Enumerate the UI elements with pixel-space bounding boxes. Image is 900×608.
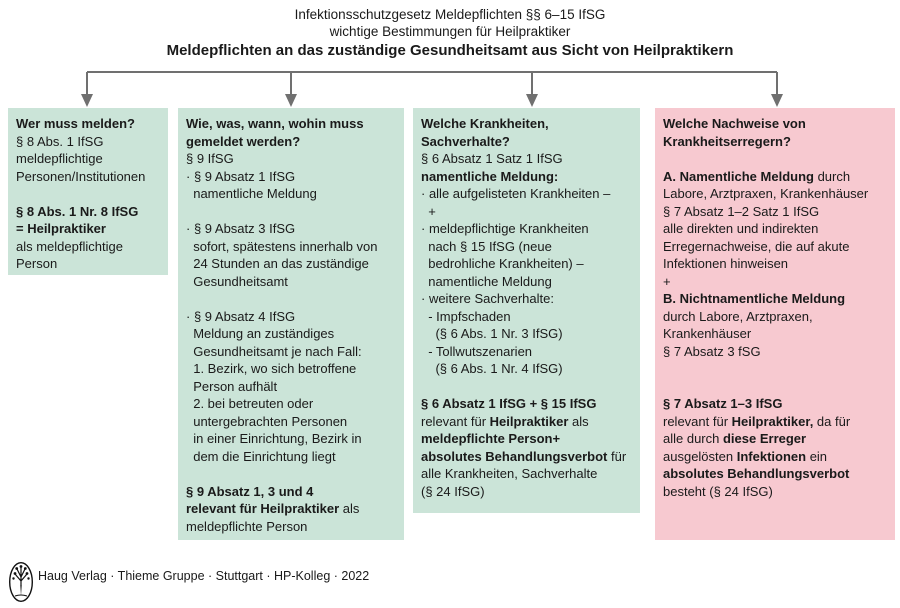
text-line: absolutes Behandlungsverbot für xyxy=(421,448,627,464)
text-line xyxy=(663,360,887,378)
page-title-line1: Infektionsschutzgesetz Meldepflichten §§… xyxy=(294,7,606,22)
text-line: · meldepflichtige Krankheiten xyxy=(421,221,589,236)
text-line: Person xyxy=(16,256,58,271)
text-line: relevant für Heilpraktiker als xyxy=(186,501,360,516)
text-line: · § 9 Absatz 3 IfSG xyxy=(186,221,296,236)
text-line: untergebrachten Personen xyxy=(186,413,348,429)
text-line: dem die Einrichtung liegt xyxy=(186,448,336,464)
text-line: als meldepflichtige xyxy=(16,238,123,254)
text-line: Gesundheitsamt xyxy=(186,273,288,289)
text-line: Krankenhäuser xyxy=(663,326,752,341)
text-line: meldepflichte Person+ xyxy=(421,431,561,446)
text-line: 1. Bezirk, wo sich betroffene xyxy=(186,361,357,376)
text-line: A. Namentliche Meldung durch xyxy=(663,168,851,184)
text-line: § 7 Absatz 3 fSG xyxy=(663,343,761,359)
text-line: Welche Nachweise von xyxy=(663,116,806,131)
text-line: § 8 Abs. 1 Nr. 8 IfSG xyxy=(16,203,139,219)
text-line: alle durch diese Erreger xyxy=(663,431,807,446)
publisher-credit: Haug Verlag · Thieme Gruppe · Stuttgart … xyxy=(38,569,370,583)
text-line: bedrohliche Krankheiten) – xyxy=(421,256,584,271)
text-line: in einer Einrichtung, Bezirk in xyxy=(186,431,362,446)
text-line: + xyxy=(663,273,671,289)
arrowhead-icon xyxy=(285,94,297,107)
box-wie-was-wann-wohin: Wie, was, wann, wohin muss gemeldet werde… xyxy=(178,108,404,540)
text-line: meldepflichtige xyxy=(16,151,103,166)
text-line: Wie, was, wann, wohin muss xyxy=(186,116,364,131)
text-line: Personen/Institutionen xyxy=(16,168,146,184)
arrowhead-icon xyxy=(526,94,538,107)
text-line: · weitere Sachverhalte: xyxy=(421,291,554,306)
text-line: - Tollwutszenarien xyxy=(421,343,533,359)
arrowhead-icon xyxy=(81,94,93,107)
text-line: § 6 Absatz 1 Satz 1 IfSG xyxy=(421,151,563,166)
text-line: § 8 Abs. 1 IfSG xyxy=(16,133,104,149)
text-line: 24 Stunden an das zuständige xyxy=(186,256,369,271)
text-line: gemeldet werden? xyxy=(186,133,301,149)
text-line: § 7 Absatz 1–2 Satz 1 IfSG xyxy=(663,203,820,219)
text-line: alle Krankheiten, Sachverhalte xyxy=(421,466,598,481)
text-line: (§ 24 IfSG) xyxy=(421,483,485,499)
box-welche-krankheiten-sachverhalte: Welche Krankheiten, Sachverhalte? § 6 Absa… xyxy=(413,108,640,513)
text-line: - Impfschaden xyxy=(421,308,511,324)
text-line: relevant für Heilpraktiker als xyxy=(421,413,589,429)
text-line: Gesundheitsamt je nach Fall: xyxy=(186,343,362,359)
text-line: (§ 6 Abs. 1 Nr. 3 IfSG) xyxy=(421,326,563,341)
text-line: B. Nichtnamentliche Meldung xyxy=(663,291,846,306)
text-line: namentliche Meldung xyxy=(421,273,552,289)
text-line: · § 9 Absatz 1 IfSG xyxy=(186,168,296,184)
text-line: namentliche Meldung: xyxy=(421,168,559,184)
text-line xyxy=(186,290,396,308)
text-line: absolutes Behandlungsverbot xyxy=(663,466,850,481)
text-line: Wer muss melden? xyxy=(16,116,135,131)
text-line: durch Labore, Arztpraxen, xyxy=(663,308,813,324)
text-line: Infektionen hinweisen xyxy=(663,256,789,271)
text-line: · § 9 Absatz 4 IfSG xyxy=(186,308,296,324)
text-line: + xyxy=(421,203,436,219)
text-line xyxy=(421,378,632,396)
text-line: Krankheitserregern? xyxy=(663,133,791,149)
text-line: sofort, spätestens innerhalb von xyxy=(186,238,378,254)
text-line: § 9 Absatz 1, 3 und 4 xyxy=(186,483,314,499)
text-line: · alle aufgelisteten Krankheiten – xyxy=(421,186,611,201)
text-line: namentliche Meldung xyxy=(186,186,317,201)
text-line: Erregernachweise, die auf akute xyxy=(663,238,850,254)
text-line xyxy=(16,185,160,203)
text-line xyxy=(186,203,396,221)
text-line xyxy=(663,378,887,396)
text-line: besteht (§ 24 IfSG) xyxy=(663,483,773,499)
text-line: nach § 15 IfSG (neue xyxy=(421,238,552,254)
text-line xyxy=(663,150,887,168)
text-line: relevant für Heilpraktiker, da für xyxy=(663,413,851,429)
text-line: = Heilpraktiker xyxy=(16,221,106,236)
box-wer-muss-melden: Wer muss melden? § 8 Abs. 1 IfSG meldepfli… xyxy=(8,108,168,275)
box-welche-nachweise-krankheitserreger: Welche Nachweise von Krankheitserregern? A… xyxy=(655,108,895,540)
text-line: ausgelösten Infektionen ein xyxy=(663,448,828,464)
arrowhead-icon xyxy=(771,94,783,107)
text-line: § 7 Absatz 1–3 IfSG xyxy=(663,396,783,411)
thieme-tree-logo xyxy=(8,562,34,602)
text-line: alle direkten und indirekten xyxy=(663,221,819,236)
text-line xyxy=(186,465,396,483)
text-line: § 9 IfSG xyxy=(186,151,234,166)
text-line: 2. bei betreuten oder xyxy=(186,396,314,411)
page-subtitle: Meldepflichten an das zuständige Gesundh… xyxy=(166,42,734,59)
text-line: Sachverhalte? xyxy=(421,133,510,149)
text-line: Person aufhält xyxy=(186,378,278,394)
text-line: Meldung an zuständiges xyxy=(186,326,335,341)
page-title-line2: wichtige Bestimmungen für Heilpraktiker xyxy=(329,24,571,39)
text-line: (§ 6 Abs. 1 Nr. 4 IfSG) xyxy=(421,361,563,376)
text-line: meldepflichte Person xyxy=(186,518,308,534)
text-line: Welche Krankheiten, xyxy=(421,116,549,131)
text-line: Labore, Arztpraxen, Krankenhäuser xyxy=(663,186,869,201)
flow-connector-arrows xyxy=(81,71,783,107)
text-line: § 6 Absatz 1 IfSG + § 15 IfSG xyxy=(421,396,597,411)
